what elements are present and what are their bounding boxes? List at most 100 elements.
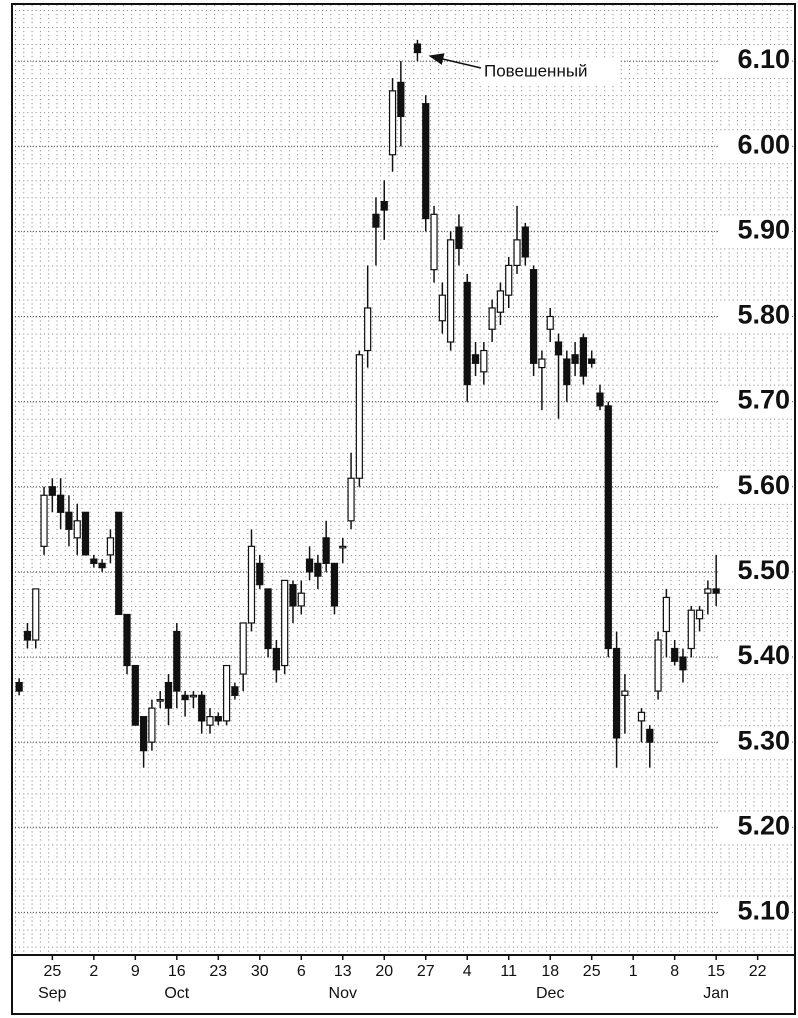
month-label: Dec bbox=[536, 985, 564, 1002]
annotation: Повешенный bbox=[484, 61, 588, 80]
y-tick-label-bg bbox=[718, 386, 792, 417]
candle-body bbox=[463, 281, 471, 386]
candle-body bbox=[264, 588, 272, 650]
candle-body bbox=[90, 558, 98, 564]
y-tick-label-bg bbox=[718, 727, 792, 758]
month-label: Nov bbox=[329, 985, 357, 1002]
candle-body bbox=[579, 337, 588, 377]
y-tick-label: 5.30 bbox=[737, 725, 790, 755]
candle-body bbox=[380, 200, 388, 211]
y-tick-label: 5.20 bbox=[737, 810, 790, 840]
y-tick-label: 5.40 bbox=[737, 640, 790, 670]
candle-body bbox=[471, 354, 480, 364]
candle-body bbox=[447, 239, 455, 343]
candle-body bbox=[239, 622, 247, 675]
x-tick-label: 11 bbox=[500, 963, 517, 980]
dot-grid bbox=[13, 5, 794, 955]
candle-body bbox=[530, 269, 538, 364]
candle-body bbox=[57, 494, 65, 513]
candle-body bbox=[687, 609, 695, 650]
y-tick-label-bg bbox=[718, 471, 792, 502]
candle-body bbox=[289, 584, 297, 607]
x-tick-label: 27 bbox=[417, 963, 435, 980]
candle-body bbox=[314, 562, 322, 577]
candle-body bbox=[131, 664, 139, 726]
x-tick-label: 2 bbox=[89, 963, 98, 980]
y-tick-label-bg bbox=[718, 642, 792, 673]
candle-body bbox=[388, 90, 397, 156]
y-tick-label: 5.80 bbox=[737, 300, 790, 330]
candle-body bbox=[505, 264, 513, 296]
candle-body bbox=[339, 545, 347, 549]
candle-body bbox=[712, 588, 720, 594]
candle-body bbox=[521, 226, 529, 258]
candle-body bbox=[646, 728, 654, 743]
x-tick-label: 30 bbox=[251, 963, 269, 980]
y-tick-label-bg bbox=[718, 812, 792, 843]
candle-body bbox=[281, 579, 289, 667]
x-tick-label: 8 bbox=[670, 963, 679, 980]
candle-body bbox=[397, 81, 405, 118]
candle-body bbox=[538, 358, 546, 369]
y-tick-label-bg bbox=[718, 556, 792, 587]
y-tick-label: 6.10 bbox=[737, 44, 790, 74]
candle-body bbox=[247, 545, 256, 624]
candle-body bbox=[571, 354, 579, 364]
x-tick-label: 9 bbox=[131, 963, 140, 980]
candle-body bbox=[272, 647, 280, 671]
candle-body bbox=[588, 358, 596, 364]
x-tick-label: 1 bbox=[629, 963, 638, 980]
candle-body bbox=[604, 405, 612, 650]
candle-body bbox=[222, 664, 231, 722]
candle-body bbox=[297, 592, 305, 607]
candle-body bbox=[140, 716, 148, 752]
y-tick-label: 5.50 bbox=[737, 555, 790, 585]
y-tick-label-bg bbox=[718, 131, 792, 162]
candle-body bbox=[546, 315, 554, 330]
candle-body bbox=[330, 562, 339, 607]
y-tick-label-bg bbox=[718, 216, 792, 247]
y-tick-label: 5.10 bbox=[737, 896, 790, 926]
candle-body bbox=[156, 698, 164, 702]
month-label: Sep bbox=[38, 985, 67, 1002]
y-tick-label: 5.70 bbox=[737, 385, 790, 415]
candle-body bbox=[422, 103, 430, 220]
candle-body bbox=[65, 511, 73, 530]
candle-body bbox=[654, 639, 662, 692]
x-tick-label: 20 bbox=[375, 963, 393, 980]
candle-body bbox=[355, 354, 363, 479]
candle-body bbox=[189, 694, 198, 698]
candle-body bbox=[596, 392, 604, 407]
candle-body bbox=[98, 562, 106, 569]
candle-body bbox=[455, 226, 463, 249]
candle-body bbox=[231, 686, 239, 696]
y-tick-label: 5.90 bbox=[737, 214, 790, 244]
candle-body bbox=[115, 511, 123, 616]
candle-body bbox=[496, 290, 505, 313]
y-tick-label: 5.60 bbox=[737, 470, 790, 500]
annotation-arrow bbox=[428, 53, 482, 69]
month-label: Jan bbox=[703, 985, 729, 1002]
candle-body bbox=[488, 307, 496, 330]
candle-body bbox=[438, 294, 446, 322]
x-tick-label: 23 bbox=[209, 963, 227, 980]
candle-body bbox=[637, 711, 646, 722]
x-tick-label: 4 bbox=[463, 963, 472, 980]
candle-body bbox=[679, 656, 687, 671]
candle-body bbox=[513, 239, 521, 267]
candle-body bbox=[106, 537, 115, 556]
candle-body bbox=[15, 681, 23, 692]
x-tick-label: 15 bbox=[707, 963, 725, 980]
y-tick-label-bg bbox=[718, 46, 792, 77]
candle-body bbox=[364, 307, 372, 352]
candle-body bbox=[198, 694, 206, 722]
x-tick-label: 16 bbox=[168, 963, 186, 980]
x-tick-label: 25 bbox=[43, 963, 61, 980]
candle-body bbox=[32, 588, 40, 641]
candle-body bbox=[214, 716, 222, 722]
x-tick-label: 25 bbox=[583, 963, 601, 980]
candle-body bbox=[372, 213, 380, 228]
candle-body bbox=[256, 562, 264, 586]
candle-body bbox=[430, 213, 438, 271]
candle-body bbox=[413, 43, 422, 54]
